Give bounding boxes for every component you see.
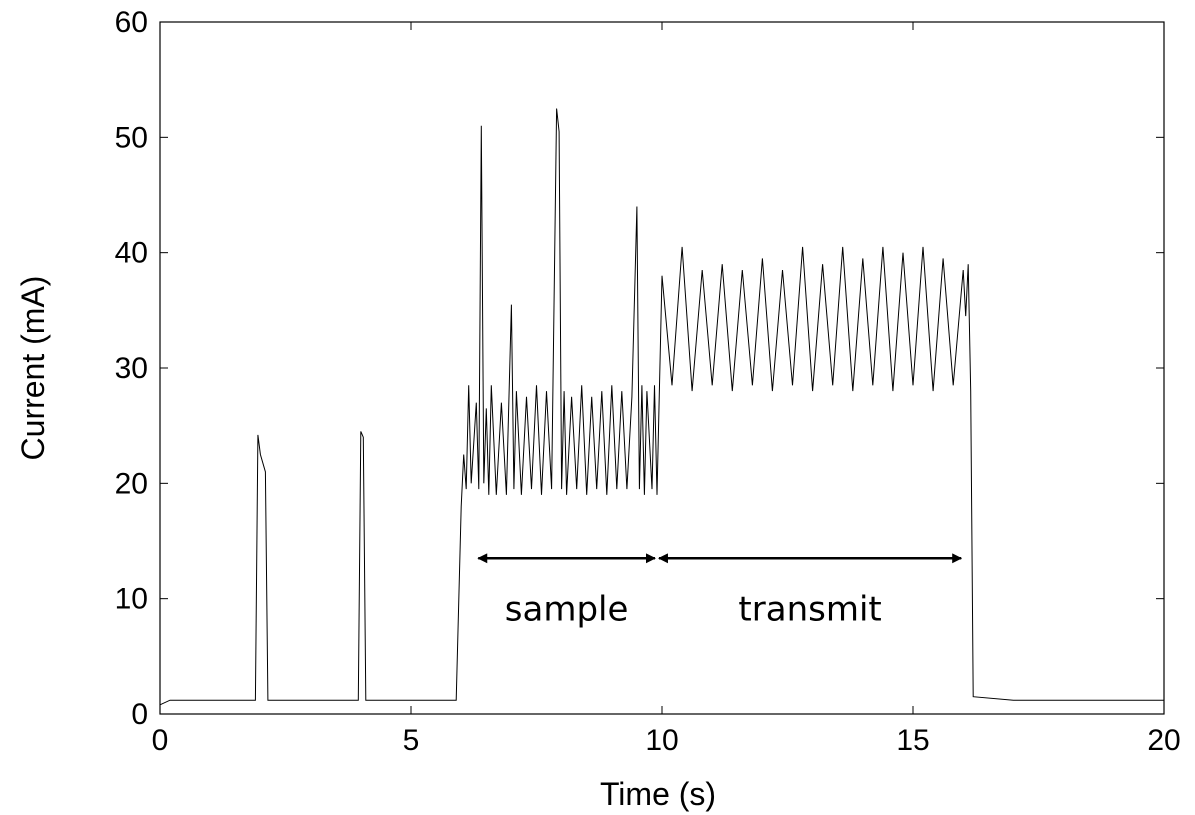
- annotation-layer: sample transmit: [477, 553, 963, 629]
- x-tick-label: 0: [152, 724, 169, 757]
- annotation-label: sample: [505, 589, 629, 629]
- y-tick-label: 10: [115, 583, 148, 616]
- series-line-0: [159, 108, 1164, 706]
- y-tick-label: 60: [115, 6, 148, 39]
- x-tick-label: 10: [645, 724, 678, 757]
- annotation-label: transmit: [738, 589, 881, 629]
- x-axis-ticks: 0 5 10 15 20: [152, 22, 1181, 757]
- x-axis-title: Time (s): [600, 776, 716, 812]
- x-tick-label: 20: [1147, 724, 1180, 757]
- series-layer: [159, 108, 1164, 706]
- x-tick-label: 5: [403, 724, 420, 757]
- y-tick-label: 20: [115, 467, 148, 500]
- y-axis-title: Current (mA): [15, 276, 51, 461]
- x-tick-label: 15: [896, 724, 929, 757]
- y-tick-label: 40: [115, 237, 148, 270]
- y-tick-label: 30: [115, 352, 148, 385]
- y-axis-ticks: 0 10 20 30 40 50 60: [115, 6, 1164, 731]
- y-tick-label: 0: [131, 698, 148, 731]
- y-tick-label: 50: [115, 121, 148, 154]
- plot-area: [159, 21, 1165, 715]
